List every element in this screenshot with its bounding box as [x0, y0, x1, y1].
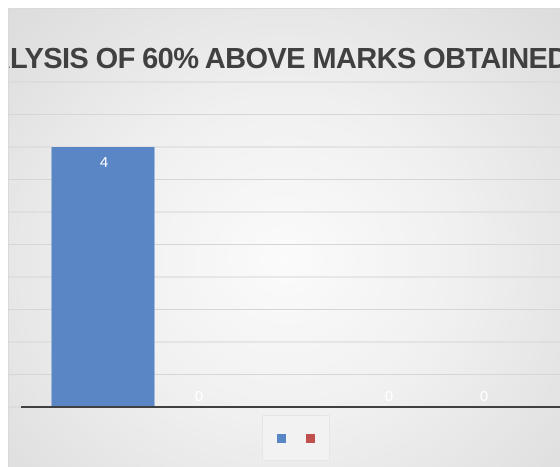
data-label: 0 — [195, 388, 203, 405]
legend-swatch-series-2 — [306, 433, 315, 443]
legend — [262, 415, 330, 461]
legend-swatch-series-1 — [277, 433, 286, 443]
chart-area: ANALYSIS OF 60% ABOVE MARKS OBTAINED STU… — [8, 8, 560, 467]
data-label: 0 — [480, 388, 488, 405]
bar-series-1 — [51, 147, 155, 407]
data-label: 4 — [100, 154, 108, 171]
data-label: 0 — [385, 388, 393, 405]
chart-title: ANALYSIS OF 60% ABOVE MARKS OBTAINED STU… — [9, 43, 560, 75]
plot-area: 4 0 0 0 — [9, 81, 560, 408]
